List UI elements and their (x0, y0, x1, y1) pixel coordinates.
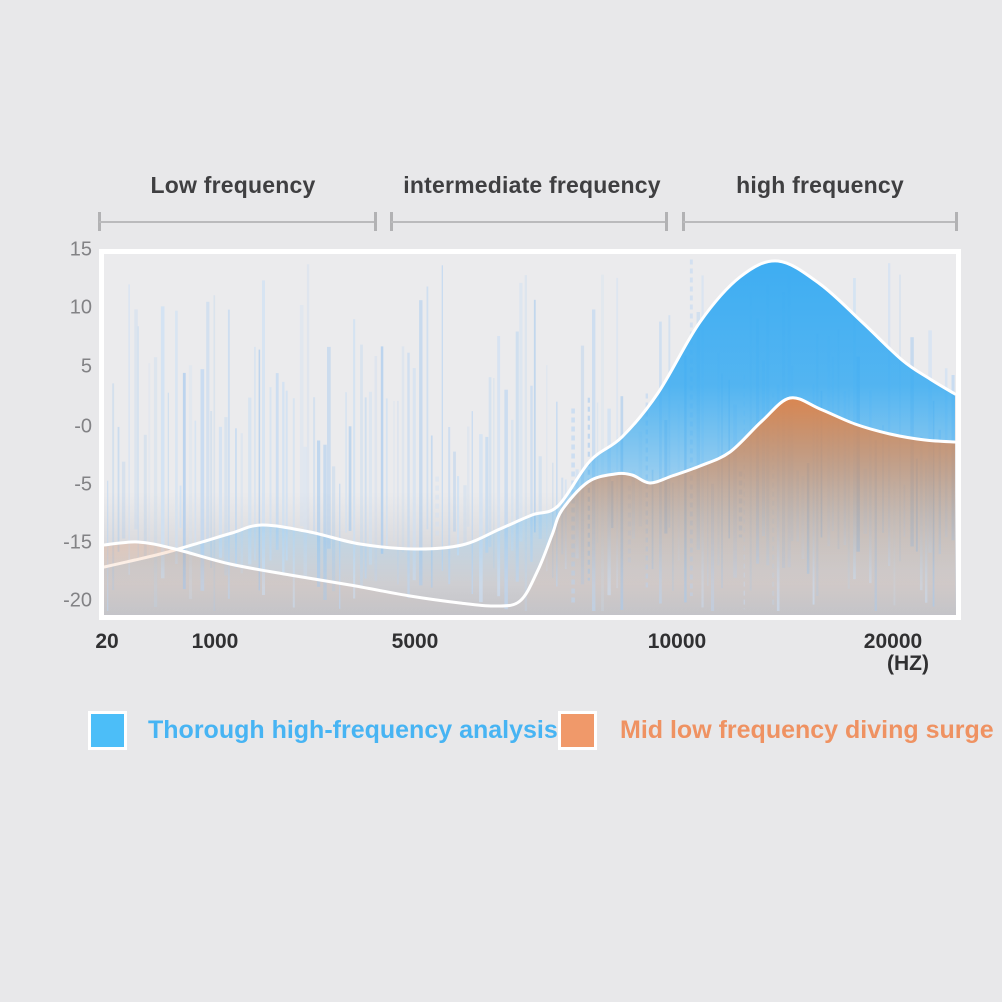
series-line-high-frequency (104, 259, 956, 569)
x-axis-tick-5000: 5000 (391, 630, 439, 653)
y-axis-tick--0: -0 (74, 415, 92, 438)
series-line-mid-low-frequency (104, 396, 956, 608)
legend-swatch-0 (88, 711, 127, 750)
bracket-line (391, 221, 667, 223)
legend-label-0: Thorough high-frequency analysis (148, 716, 558, 744)
bracket-tick-right (665, 212, 668, 231)
section-bracket-2 (682, 212, 958, 231)
section-bracket-1 (390, 212, 668, 231)
legend-label-1: Mid low frequency diving surge (620, 716, 994, 744)
y-axis-tick-5: 5 (80, 355, 92, 378)
x-axis-tick-20000: 20000 (863, 630, 923, 653)
section-label-0: Low frequency (150, 172, 316, 198)
section-label-1: intermediate frequency (403, 172, 661, 198)
series-area-mid-low-frequency (104, 397, 955, 615)
bracket-tick-right (955, 212, 958, 231)
x-axis-tick-1000: 1000 (191, 630, 239, 653)
section-label-2: high frequency (736, 172, 904, 198)
legend-swatch-1 (558, 711, 597, 750)
x-axis-tick-20: 20 (95, 630, 119, 653)
y-axis-tick--20: -20 (63, 589, 92, 612)
section-bracket-0 (98, 212, 377, 231)
legend-item-1: Mid low frequency diving surge (558, 711, 994, 750)
legend-item-0: Thorough high-frequency analysis (88, 711, 558, 750)
chart-frame (99, 249, 961, 620)
y-axis-tick-10: 10 (69, 296, 92, 319)
x-axis-unit-label: (HZ) (887, 652, 929, 675)
y-axis-tick-15: 15 (69, 238, 92, 261)
y-axis-tick--5: -5 (74, 473, 92, 496)
x-axis-tick-10000: 10000 (647, 630, 707, 653)
bracket-tick-right (374, 212, 377, 231)
frequency-chart-canvas (104, 259, 956, 615)
bracket-line (99, 221, 376, 223)
bracket-line (683, 221, 957, 223)
y-axis-tick--15: -15 (63, 531, 92, 554)
